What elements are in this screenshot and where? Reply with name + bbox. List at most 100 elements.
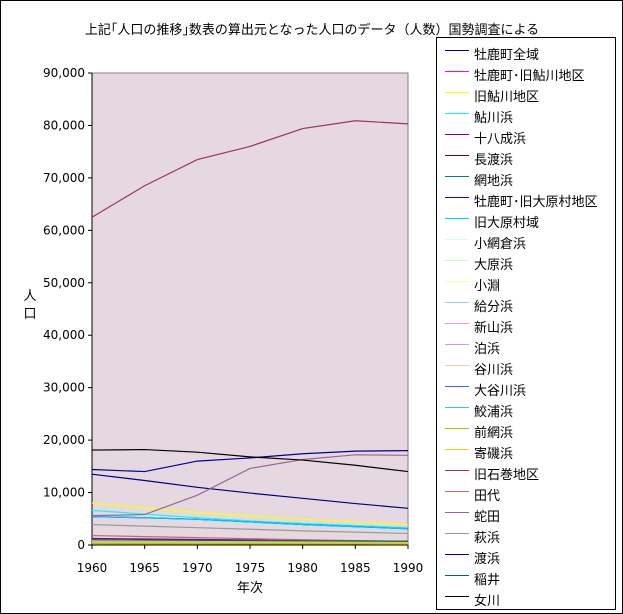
legend-label: 牡鹿町全域 [474, 48, 540, 63]
legend-swatch [445, 428, 469, 429]
series-line-8 [91, 516, 409, 530]
legend-swatch [445, 533, 469, 534]
y-tick-label: 30,000 [43, 381, 85, 395]
legend-item: 鮫浦浜 [437, 398, 615, 420]
legend-swatch [445, 218, 469, 219]
series-line-2 [91, 502, 409, 526]
y-tick-label: 50,000 [43, 276, 85, 290]
legend-item: 稲井 [437, 566, 615, 588]
legend-label: 渡浜 [474, 552, 501, 567]
legend-item: 田代 [437, 482, 615, 504]
legend-item: 小淵 [437, 272, 615, 294]
legend-label: 前網浜 [474, 426, 514, 441]
x-tick-label: 1960 [77, 561, 108, 575]
legend-swatch [445, 92, 469, 93]
legend-item: 給分浜 [437, 293, 615, 315]
legend-item: 蛇田 [437, 503, 615, 525]
legend-label: 網地浜 [474, 174, 514, 189]
legend-item: 長渡浜 [437, 146, 615, 168]
legend-item: 泊浜 [437, 335, 615, 357]
legend-swatch [445, 281, 469, 282]
legend-swatch [445, 407, 469, 408]
legend-swatch [445, 491, 469, 492]
legend-label: 寄磯浜 [474, 447, 514, 462]
legend-swatch [445, 176, 469, 177]
legend-item: 旧大原村域 [437, 209, 615, 231]
x-tick-label: 1965 [129, 561, 160, 575]
legend-label: 長渡浜 [474, 153, 514, 168]
y-tick-label: 70,000 [43, 171, 85, 185]
legend-swatch [445, 197, 469, 198]
y-tick-label: 20,000 [43, 433, 85, 447]
legend-swatch [445, 386, 469, 387]
legend-swatch [445, 134, 469, 135]
legend-item: 牡鹿町･旧鮎川地区 [437, 62, 615, 84]
series-line-0 [91, 473, 409, 509]
legend-swatch [445, 512, 469, 513]
x-tick-label: 1985 [340, 561, 371, 575]
legend-label: 小淵 [474, 279, 501, 294]
legend-label: 稲井 [474, 573, 501, 588]
series-line-25 [91, 539, 409, 542]
legend-label: 萩浜 [474, 531, 501, 546]
legend-label: 大原浜 [474, 258, 514, 273]
legend-label: 鮎川浜 [474, 111, 514, 126]
legend-label: 蛇田 [474, 510, 501, 525]
legend-item: 大原浜 [437, 251, 615, 273]
y-tick-label: 60,000 [43, 223, 85, 237]
legend-swatch [445, 113, 469, 114]
legend-label: 旧鮎川地区 [474, 90, 540, 105]
y-axis-title: 人口 [23, 289, 36, 322]
legend-item: 牡鹿町･旧大原村地区 [437, 188, 615, 210]
series-line-19 [91, 541, 409, 544]
x-tick-label: 1990 [393, 561, 424, 575]
legend-item: 谷川浜 [437, 356, 615, 378]
legend-label: 大谷川浜 [474, 384, 527, 399]
legend-swatch [445, 554, 469, 555]
y-tick-label: 80,000 [43, 118, 85, 132]
legend-swatch [445, 260, 469, 261]
legend-swatch [445, 575, 469, 576]
legend-swatch [445, 71, 469, 72]
legend-swatch [445, 449, 469, 450]
legend-swatch [445, 50, 469, 51]
x-axis-title: 年次 [237, 580, 263, 596]
legend-swatch [445, 344, 469, 345]
legend-label: 十八成浜 [474, 132, 527, 147]
series-line-26 [91, 448, 409, 473]
legend-label: 新山浜 [474, 321, 514, 336]
series-line-22 [91, 454, 409, 517]
legend-swatch [445, 470, 469, 471]
y-tick-label: 90,000 [43, 66, 85, 80]
legend-label: 谷川浜 [474, 363, 514, 378]
legend: 牡鹿町全域牡鹿町･旧鮎川地区 旧鮎川地区鮎川浜十八成浜長渡浜網地浜牡鹿町･旧大原村… [436, 37, 616, 610]
legend-item: 十八成浜 [437, 125, 615, 147]
legend-swatch [445, 239, 469, 240]
legend-label: 泊浜 [474, 342, 501, 357]
legend-swatch [445, 323, 469, 324]
series-line-24 [91, 450, 409, 473]
legend-label: 旧石巻地区 [474, 468, 540, 483]
legend-swatch [445, 155, 469, 156]
legend-item: 牡鹿町全域 [437, 41, 615, 63]
series-line-23 [91, 523, 409, 535]
y-tick-label: 10,000 [43, 486, 85, 500]
plot-area [91, 72, 409, 546]
y-tick-label: 0 [77, 538, 85, 552]
legend-label: 牡鹿町･旧鮎川地区 [474, 69, 585, 84]
legend-item: 新山浜 [437, 314, 615, 336]
legend-label: 牡鹿町･旧大原村地区 [474, 195, 598, 210]
legend-item: 寄磯浜 [437, 440, 615, 462]
legend-swatch [445, 302, 469, 303]
legend-item: 小網倉浜 [437, 230, 615, 252]
legend-item: 女川 [437, 587, 615, 609]
legend-label: 田代 [474, 489, 501, 504]
legend-item: 前網浜 [437, 419, 615, 441]
legend-swatch [445, 365, 469, 366]
legend-item: 渡浜 [437, 545, 615, 567]
legend-item: 鮎川浜 [437, 104, 615, 126]
legend-item: 萩浜 [437, 524, 615, 546]
x-tick-label: 1980 [287, 561, 318, 575]
x-tick-label: 1975 [235, 561, 266, 575]
